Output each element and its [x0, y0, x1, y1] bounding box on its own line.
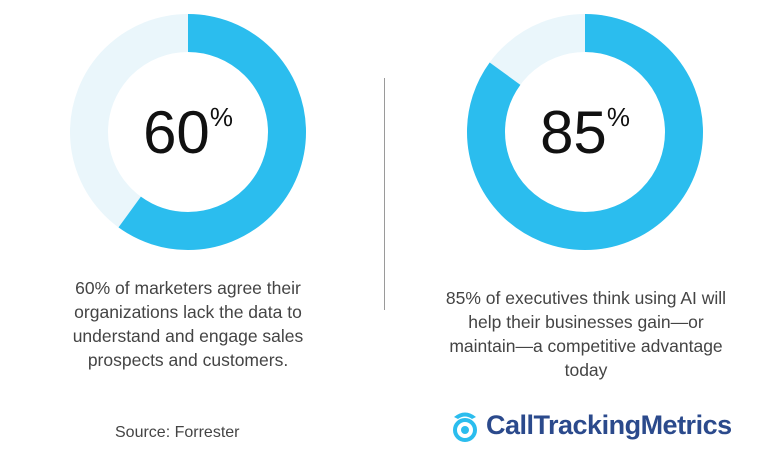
- donut-chart-right: [467, 14, 703, 250]
- right-caption: 85% of executives think using AI will he…: [445, 288, 727, 380]
- calltrackingmetrics-logo: CallTrackingMetrics: [450, 408, 732, 442]
- donut-value-arc: [70, 14, 306, 250]
- left-caption: 60% of marketers agree their organizatio…: [72, 278, 304, 370]
- donut-chart-left: [70, 14, 306, 250]
- left-percentage: 60%: [143, 99, 233, 166]
- donut-value-arc: [467, 14, 703, 250]
- source-text: Source: Forrester: [115, 424, 240, 441]
- divider: [384, 78, 385, 310]
- right-percentage: 85%: [540, 99, 630, 166]
- phone-target-icon: [453, 412, 477, 442]
